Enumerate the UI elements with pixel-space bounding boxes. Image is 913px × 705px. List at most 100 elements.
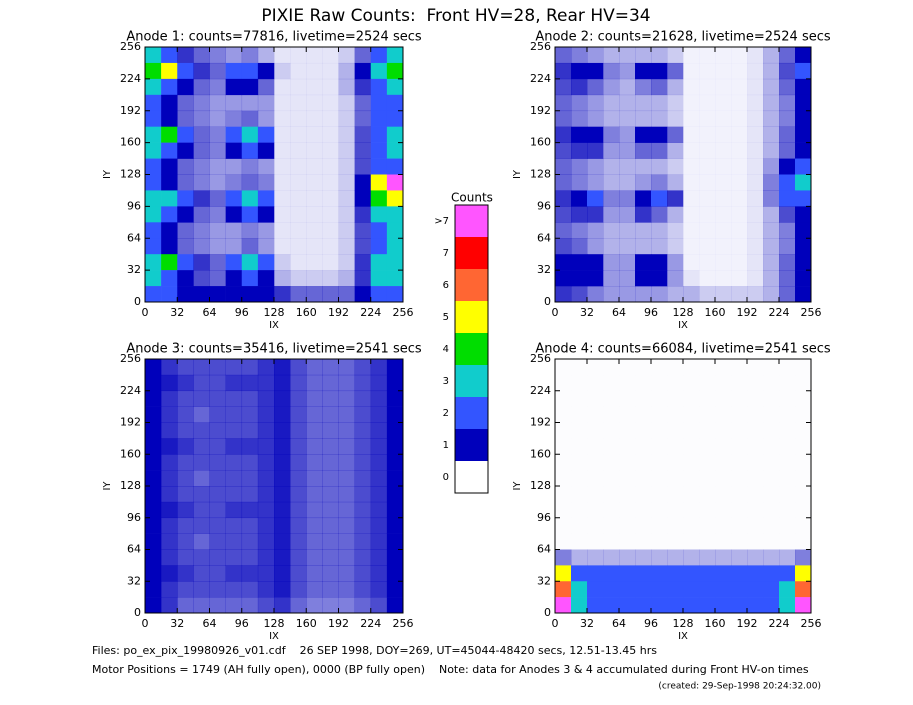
- heatmap-cell: [731, 502, 747, 518]
- heatmap-cell: [603, 47, 620, 64]
- heatmap-cell: [779, 502, 795, 518]
- heatmap-cell: [193, 422, 210, 439]
- heatmap-cell: [571, 142, 588, 159]
- heatmap-cell: [747, 518, 763, 534]
- heatmap-cell: [571, 438, 587, 454]
- heatmap-cell: [779, 190, 796, 207]
- heatmap-cell: [555, 534, 571, 550]
- heatmap-cell: [145, 174, 162, 191]
- heatmap-cell: [619, 190, 636, 207]
- heatmap-cell: [731, 597, 748, 614]
- heatmap-cell: [667, 238, 684, 255]
- heatmap-cell: [795, 94, 812, 112]
- heatmap-cell: [555, 142, 572, 159]
- heatmap-cell: [619, 518, 635, 534]
- heatmap-cell: [193, 62, 210, 80]
- heatmap-cell: [603, 470, 619, 486]
- heatmap-cell: [193, 597, 210, 614]
- heatmap-cell: [619, 549, 636, 566]
- heatmap-cell: [306, 174, 323, 191]
- heatmap-cell: [225, 549, 243, 566]
- heatmap-cell: [587, 126, 604, 143]
- heatmap-cell: [715, 286, 732, 303]
- heatmap-cell: [731, 454, 747, 470]
- heatmap-cell: [571, 238, 588, 255]
- heatmap-cell: [274, 565, 291, 582]
- heatmap-cell: [338, 517, 355, 534]
- heatmap-cell: [145, 533, 162, 550]
- heatmap-cell: [731, 206, 748, 223]
- heatmap-cell: [193, 254, 210, 271]
- heatmap-cell: [370, 62, 388, 80]
- heatmap-cell: [354, 374, 372, 392]
- heatmap-cell: [274, 190, 291, 207]
- heatmap-cell: [225, 110, 243, 127]
- heatmap-cell: [651, 534, 667, 550]
- heatmap-cell: [257, 94, 275, 112]
- heatmap-cell: [699, 238, 716, 255]
- y-tick-label: 32: [537, 574, 551, 587]
- heatmap-cell: [145, 206, 162, 223]
- heatmap-cell: [699, 142, 716, 159]
- heatmap-cell: [763, 534, 779, 550]
- heatmap-cell: [370, 470, 388, 487]
- heatmap-cell: [667, 375, 683, 391]
- heatmap-cell: [587, 190, 604, 207]
- heatmap-cell: [161, 158, 178, 175]
- heatmap-cell: [161, 533, 178, 550]
- heatmap-cell: [274, 501, 291, 519]
- heatmap-cell: [354, 286, 372, 303]
- heatmap-cell: [354, 222, 372, 239]
- heatmap-cell: [587, 222, 604, 239]
- heatmap-cell: [715, 407, 731, 423]
- heatmap-cell: [587, 270, 604, 287]
- heatmap-cell: [225, 206, 243, 223]
- heatmap-cell: [587, 359, 603, 375]
- heatmap-cell: [322, 438, 339, 455]
- x-tick-label: 224: [769, 306, 790, 319]
- heatmap-cell: [603, 486, 619, 502]
- heatmap-cell: [603, 534, 619, 550]
- heatmap-cell: [651, 62, 668, 80]
- heatmap-cell: [322, 581, 339, 598]
- heatmap-cell: [571, 110, 588, 127]
- heatmap-cell: [779, 565, 796, 582]
- heatmap-cell: [290, 501, 307, 519]
- heatmap-cell: [257, 374, 275, 392]
- heatmap-cell: [306, 270, 323, 287]
- heatmap-cell: [635, 581, 652, 598]
- x-tick-label: 192: [328, 306, 349, 319]
- heatmap-cell: [635, 190, 652, 207]
- heatmap-cell: [193, 486, 210, 503]
- heatmap-cell: [145, 78, 162, 96]
- heatmap-cell: [322, 174, 339, 191]
- heatmap-cell: [370, 94, 388, 112]
- heatmap-cell: [225, 78, 243, 96]
- heatmap-cell: [290, 158, 307, 175]
- heatmap-cell: [290, 206, 307, 223]
- heatmap-cell: [145, 94, 162, 112]
- panel-title: Anode 2: counts=21628, livetime=2524 sec…: [535, 30, 831, 45]
- heatmap-cell: [683, 581, 700, 598]
- heatmap-cell: [274, 78, 291, 96]
- y-tick-label: 64: [127, 231, 141, 244]
- heatmap-cell: [763, 549, 780, 566]
- heatmap-cell: [747, 486, 763, 502]
- y-tick-label: 0: [134, 606, 141, 619]
- heatmap-cell: [370, 597, 388, 614]
- heatmap-cell: [571, 94, 588, 112]
- heatmap-cell: [731, 534, 747, 550]
- heatmap-cell: [747, 142, 764, 159]
- heatmap-cell: [386, 565, 404, 582]
- heatmap-cell: [667, 222, 684, 239]
- heatmap-cell: [177, 501, 194, 519]
- heatmap-cell: [257, 206, 275, 223]
- footer-files: Files: po_ex_pix_19980926_v01.cdf 26 SEP…: [92, 644, 657, 657]
- heatmap-cell: [635, 254, 652, 271]
- heatmap-cell: [731, 238, 748, 255]
- heatmap-cell: [322, 454, 339, 471]
- heatmap-cell: [241, 238, 259, 255]
- heatmap-cell: [587, 597, 604, 614]
- heatmap-cell: [603, 94, 620, 112]
- heatmap-cell: [274, 174, 291, 191]
